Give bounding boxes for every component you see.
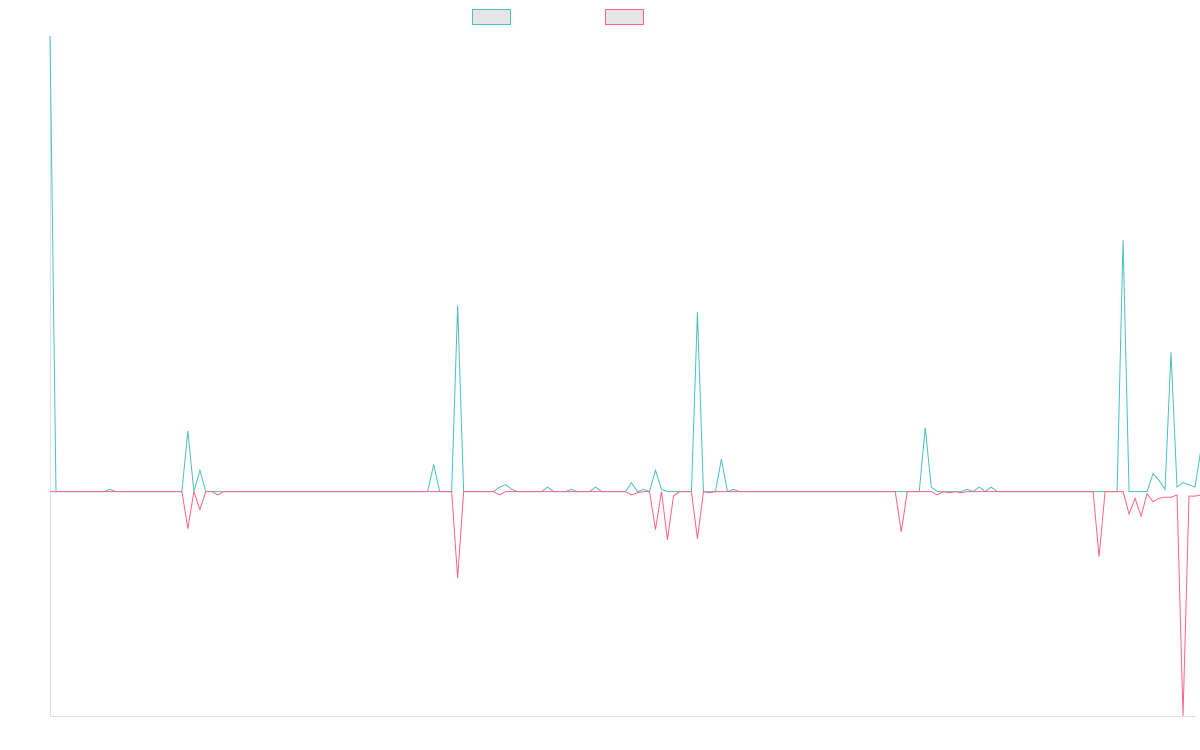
- legend-swatch-series-2[interactable]: [605, 9, 644, 25]
- legend-swatch-series-1[interactable]: [472, 9, 511, 25]
- series-line-2: [50, 490, 1200, 717]
- series-line-1: [49, 35, 1200, 493]
